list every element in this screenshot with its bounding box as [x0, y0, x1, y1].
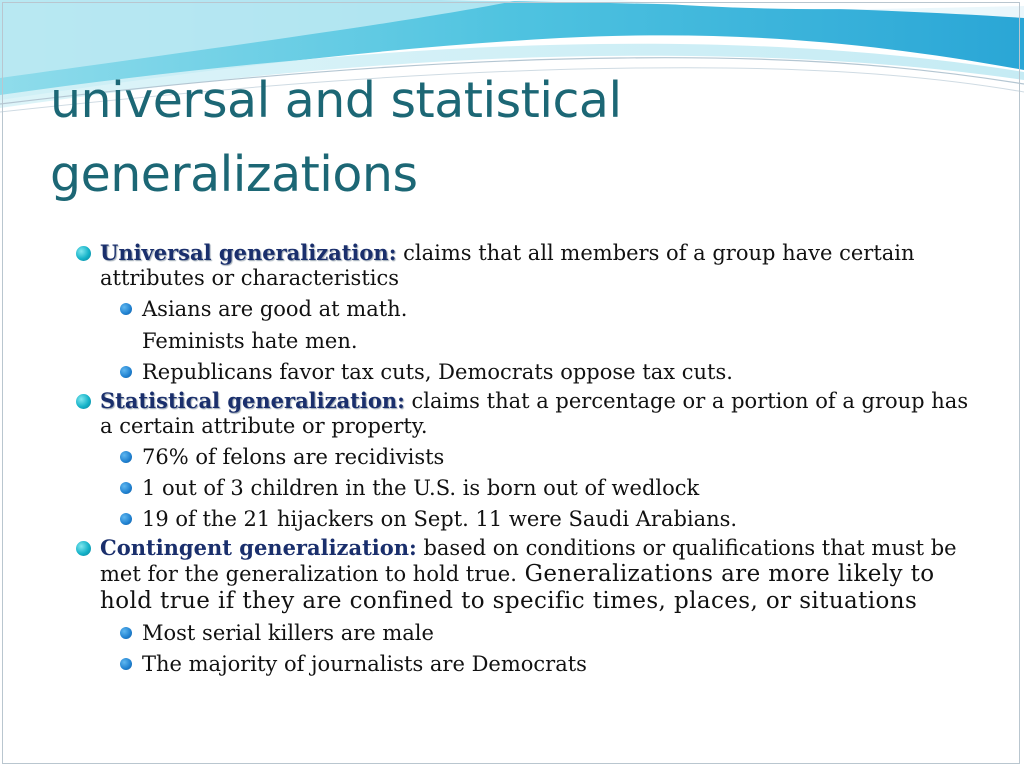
sub-bullet-text: 1 out of 3 children in the U.S. is born … [142, 476, 700, 500]
sub-bullet-text: Most serial killers are male [142, 621, 434, 645]
sub-bullet: 1 out of 3 children in the U.S. is born … [120, 476, 980, 501]
bullet-dot-blue-icon [120, 451, 132, 463]
slide-content: Universal generalization: claims that al… [76, 240, 980, 677]
bullet-dot-blue-icon [120, 658, 132, 670]
bullet-dot-cyan-icon [76, 394, 91, 409]
sub-bullet-text: Republicans favor tax cuts, Democrats op… [142, 360, 733, 384]
bullet-contingent-generalization: Contingent generalization: based on cond… [76, 535, 980, 615]
term-universal-generalization: Universal generalization: [100, 240, 397, 265]
definition-contingent: based on conditions or qualifications th… [100, 536, 957, 586]
bullet-dot-cyan-icon [76, 246, 91, 261]
definition-statistical: claims that a percentage or a portion of… [100, 389, 969, 438]
bullet-dot-blue-icon [120, 482, 132, 494]
sub-bullet: The majority of journalists are Democrat… [120, 652, 980, 677]
sub-bullet-text: 19 of the 21 hijackers on Sept. 11 were … [142, 507, 738, 531]
bullet-statistical-generalization: Statistical generalization: claims that … [76, 388, 980, 439]
sub-bullet: 76% of felons are recidivists [120, 445, 980, 470]
definition-contingent-extra: Generalizations are more likely to hold … [100, 561, 935, 614]
bullet-dot-blue-icon [120, 627, 132, 639]
slide-title: universal and statistical generalization… [50, 64, 622, 212]
sub-bullet-text: The majority of journalists are Democrat… [142, 652, 587, 676]
term-contingent-generalization: Contingent generalization: [100, 535, 417, 560]
sub-bullet-text: Asians are good at math. [142, 297, 408, 321]
sub-bullet-text: Feminists hate men. [142, 329, 358, 353]
definition-universal: claims that all members of a group have … [100, 241, 915, 290]
slide-title-line-2: generalizations [50, 146, 418, 203]
sub-bullet: Most serial killers are male [120, 621, 980, 646]
bullet-dot-blue-icon [120, 303, 132, 315]
term-statistical-generalization: Statistical generalization: [100, 388, 405, 413]
sub-bullet: Asians are good at math. [120, 297, 980, 322]
sub-bullet: Feminists hate men. [142, 329, 980, 354]
slide-title-line-1: universal and statistical [50, 72, 622, 129]
bullet-dot-blue-icon [120, 366, 132, 378]
sub-bullet-text: 76% of felons are recidivists [142, 445, 445, 469]
bullet-dot-cyan-icon [76, 541, 91, 556]
bullet-dot-blue-icon [120, 513, 132, 525]
sub-bullet: Republicans favor tax cuts, Democrats op… [120, 360, 980, 385]
bullet-universal-generalization: Universal generalization: claims that al… [76, 240, 980, 291]
sub-bullet: 19 of the 21 hijackers on Sept. 11 were … [120, 507, 980, 532]
decorative-wave-header [0, 0, 1024, 113]
